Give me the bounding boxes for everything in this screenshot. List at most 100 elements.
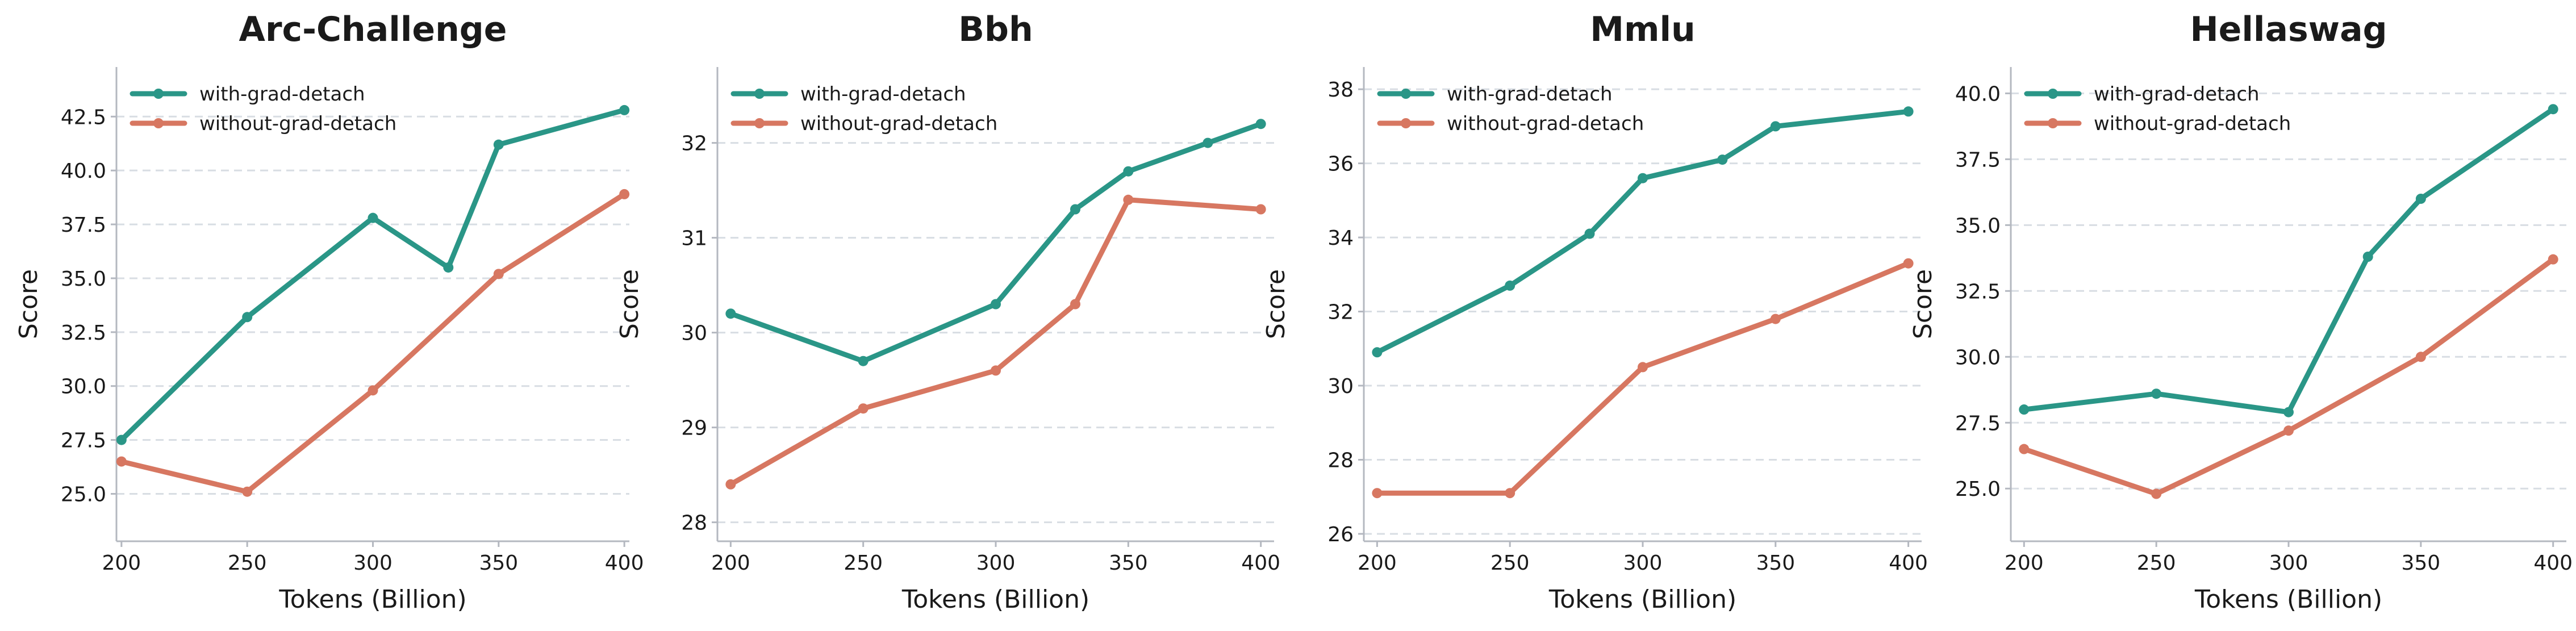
y-tick-label: 28 [681,512,707,535]
x-tick-label: 200 [711,551,750,575]
y-axis-label: Score [1909,269,1938,339]
data-point [368,212,378,223]
data-point [493,269,504,279]
series-line-with-grad-detach [1374,108,1911,355]
data-point [1505,488,1515,499]
data-point [443,262,454,273]
x-tick-label: 350 [479,551,518,575]
chart-panel: 25.0 27.5 30.0 32.5 35.0 37.5 40.0 42.5 200 250 30… [14,10,644,614]
x-tick-label: 300 [353,551,393,575]
data-point [1203,137,1213,148]
x-axis-label: Tokens (Billion) [278,585,466,614]
chart-panel: 25.0 27.5 30.0 32.5 35.0 37.5 40.0 200 250 300 350… [1909,10,2573,614]
y-tick-label: 34 [1327,227,1354,250]
series-line-without-grad-detach [2021,257,2556,496]
legend-label: without-grad-detach [800,112,997,135]
data-point [1372,347,1383,358]
data-point [858,403,869,414]
data-point [991,299,1001,310]
chart-title: Arc-Challenge [239,10,507,49]
chart-panel: 26 28 30 32 34 36 38 200 250 300 350 400 Mmlu Tokens … [1262,10,1928,614]
legend: with-grad-detach without-grad-detach [130,83,396,135]
data-point [1903,258,1914,269]
x-tick-label: 250 [844,551,883,575]
legend-label: without-grad-detach [2094,112,2291,135]
series-line-without-grad-detach [119,191,627,495]
legend-marker [153,89,164,99]
data-point [1123,194,1134,205]
y-tick-label: 32.5 [1955,280,2001,303]
data-point [2548,254,2558,265]
data-point [1372,488,1383,499]
series-line-without-grad-detach [728,197,1264,487]
data-point [1070,204,1080,215]
data-point [1255,119,1266,129]
y-tick-label: 35.0 [61,268,106,291]
data-point [1638,362,1648,373]
y-axis-label: Score [1262,269,1291,339]
x-tick-label: 400 [1889,551,1928,575]
data-point [2548,104,2558,115]
x-axis-label: Tokens (Billion) [901,585,1089,614]
legend-marker [153,118,164,128]
y-tick-label: 30 [1327,375,1354,398]
y-tick-label: 42.5 [61,106,106,129]
y-tick-label: 40.0 [1955,82,2001,106]
data-point [493,139,504,150]
x-tick-label: 200 [102,551,141,575]
data-point [2362,252,2373,262]
y-tick-label: 25.0 [61,483,106,507]
y-tick-label: 38 [1327,78,1354,102]
y-tick-label: 36 [1327,153,1354,176]
data-point [2151,388,2162,399]
legend: with-grad-detach without-grad-detach [2024,83,2291,135]
y-tick-label: 35.0 [1955,214,2001,237]
x-tick-label: 350 [2401,551,2440,575]
y-tick-label: 27.5 [1955,412,2001,435]
y-tick-label: 32 [681,132,707,156]
x-tick-label: 250 [1491,551,1530,575]
data-point [1070,299,1080,310]
data-point [1584,228,1595,239]
y-tick-label: 25.0 [1955,478,2001,501]
y-tick-label: 27.5 [61,429,106,453]
data-point [1505,280,1515,291]
chart-title: Mmlu [1590,10,1696,49]
legend-label: with-grad-detach [800,83,966,106]
data-point [1255,204,1266,215]
data-point [619,189,630,199]
data-point [991,365,1001,376]
x-tick-label: 350 [1756,551,1795,575]
y-tick-label: 32 [1327,301,1354,324]
y-tick-label: 29 [681,417,707,440]
legend-marker [1401,89,1411,99]
x-tick-label: 350 [1109,551,1148,575]
data-point [619,105,630,115]
data-point [2415,193,2426,204]
series-line-with-grad-detach [119,107,627,443]
legend-marker [754,118,765,128]
chart-panel: 28 29 30 31 32 200 250 300 350 400 Bbh Tokens (Bill… [615,10,1280,614]
y-tick-label: 32.5 [61,321,106,345]
y-tick-label: 28 [1327,449,1354,472]
data-point [858,356,869,366]
legend-label: without-grad-detach [1447,112,1644,135]
x-tick-label: 400 [2533,551,2573,575]
chart-title: Bbh [958,10,1033,49]
series-line-with-grad-detach [728,121,1264,364]
x-axis-label: Tokens (Billion) [1548,585,1736,614]
data-point [2019,444,2030,454]
data-point [725,308,736,319]
data-point [242,486,253,497]
data-point [1770,314,1781,324]
chart-title: Hellaswag [2190,10,2387,49]
y-tick-label: 37.5 [61,214,106,237]
data-point [2283,425,2294,436]
legend: with-grad-detach without-grad-detach [1377,83,1644,135]
y-axis-label: Score [615,269,644,339]
data-point [2283,407,2294,417]
data-point [1638,173,1648,183]
x-tick-label: 400 [605,551,644,575]
